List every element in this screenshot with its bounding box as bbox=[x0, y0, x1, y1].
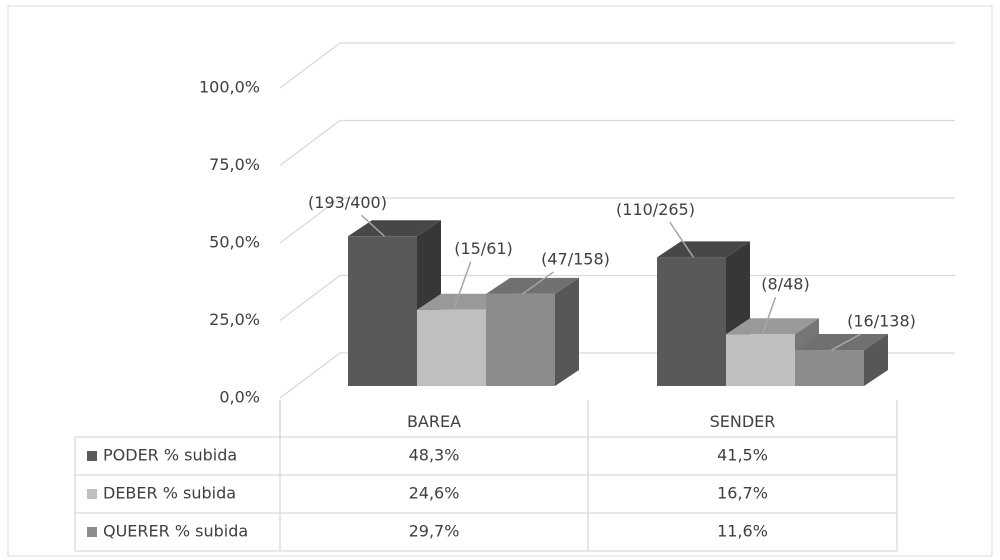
bar-side bbox=[555, 277, 579, 386]
table-value: 16,7% bbox=[717, 484, 768, 503]
annotation: (15/61) bbox=[454, 239, 513, 258]
y-tick-label: 100,0% bbox=[199, 78, 260, 97]
annotation-leader bbox=[831, 333, 862, 351]
grid-line bbox=[279, 197, 955, 244]
bar bbox=[348, 236, 417, 386]
y-tick-label: 75,0% bbox=[209, 155, 260, 174]
x-tick-label: BAREA bbox=[407, 412, 461, 431]
table-value: 24,6% bbox=[409, 484, 460, 503]
bar bbox=[795, 350, 864, 386]
bar-top bbox=[657, 241, 750, 258]
annotation-leader bbox=[522, 271, 554, 295]
legend-label: PODER % subida bbox=[103, 446, 237, 465]
x-tick-label: SENDER bbox=[710, 412, 776, 431]
annotation-leader bbox=[761, 296, 777, 335]
table-value: 29,7% bbox=[409, 522, 460, 541]
annotation-leader bbox=[452, 261, 472, 310]
annotation: (193/400) bbox=[308, 193, 387, 212]
legend-label: DEBER % subida bbox=[103, 484, 236, 503]
bar bbox=[417, 309, 486, 386]
y-tick-label: 50,0% bbox=[209, 233, 260, 252]
legend-swatch bbox=[87, 489, 97, 499]
bar bbox=[657, 257, 726, 386]
annotation: (110/265) bbox=[616, 200, 695, 219]
legend-label: QUERER % subida bbox=[103, 522, 248, 541]
y-tick-label: 0,0% bbox=[219, 388, 260, 407]
table-value: 41,5% bbox=[717, 446, 768, 465]
grid-line bbox=[279, 119, 955, 167]
annotation: (8/48) bbox=[761, 275, 809, 294]
grid-line bbox=[279, 42, 955, 89]
y-tick-label: 25,0% bbox=[209, 310, 260, 329]
bar-top bbox=[795, 334, 888, 351]
bar bbox=[726, 334, 795, 386]
annotation: (16/138) bbox=[847, 312, 916, 331]
annotation-leader bbox=[360, 214, 386, 237]
annotation-leader bbox=[669, 221, 695, 258]
bar-side bbox=[864, 334, 888, 386]
annotation: (47/158) bbox=[541, 249, 610, 268]
bar bbox=[486, 293, 555, 386]
bar-top bbox=[726, 318, 819, 335]
table-value: 11,6% bbox=[717, 522, 768, 541]
legend-swatch bbox=[87, 451, 97, 461]
table-value: 48,3% bbox=[409, 446, 460, 465]
chart-border bbox=[7, 5, 993, 557]
legend-swatch bbox=[87, 527, 97, 537]
